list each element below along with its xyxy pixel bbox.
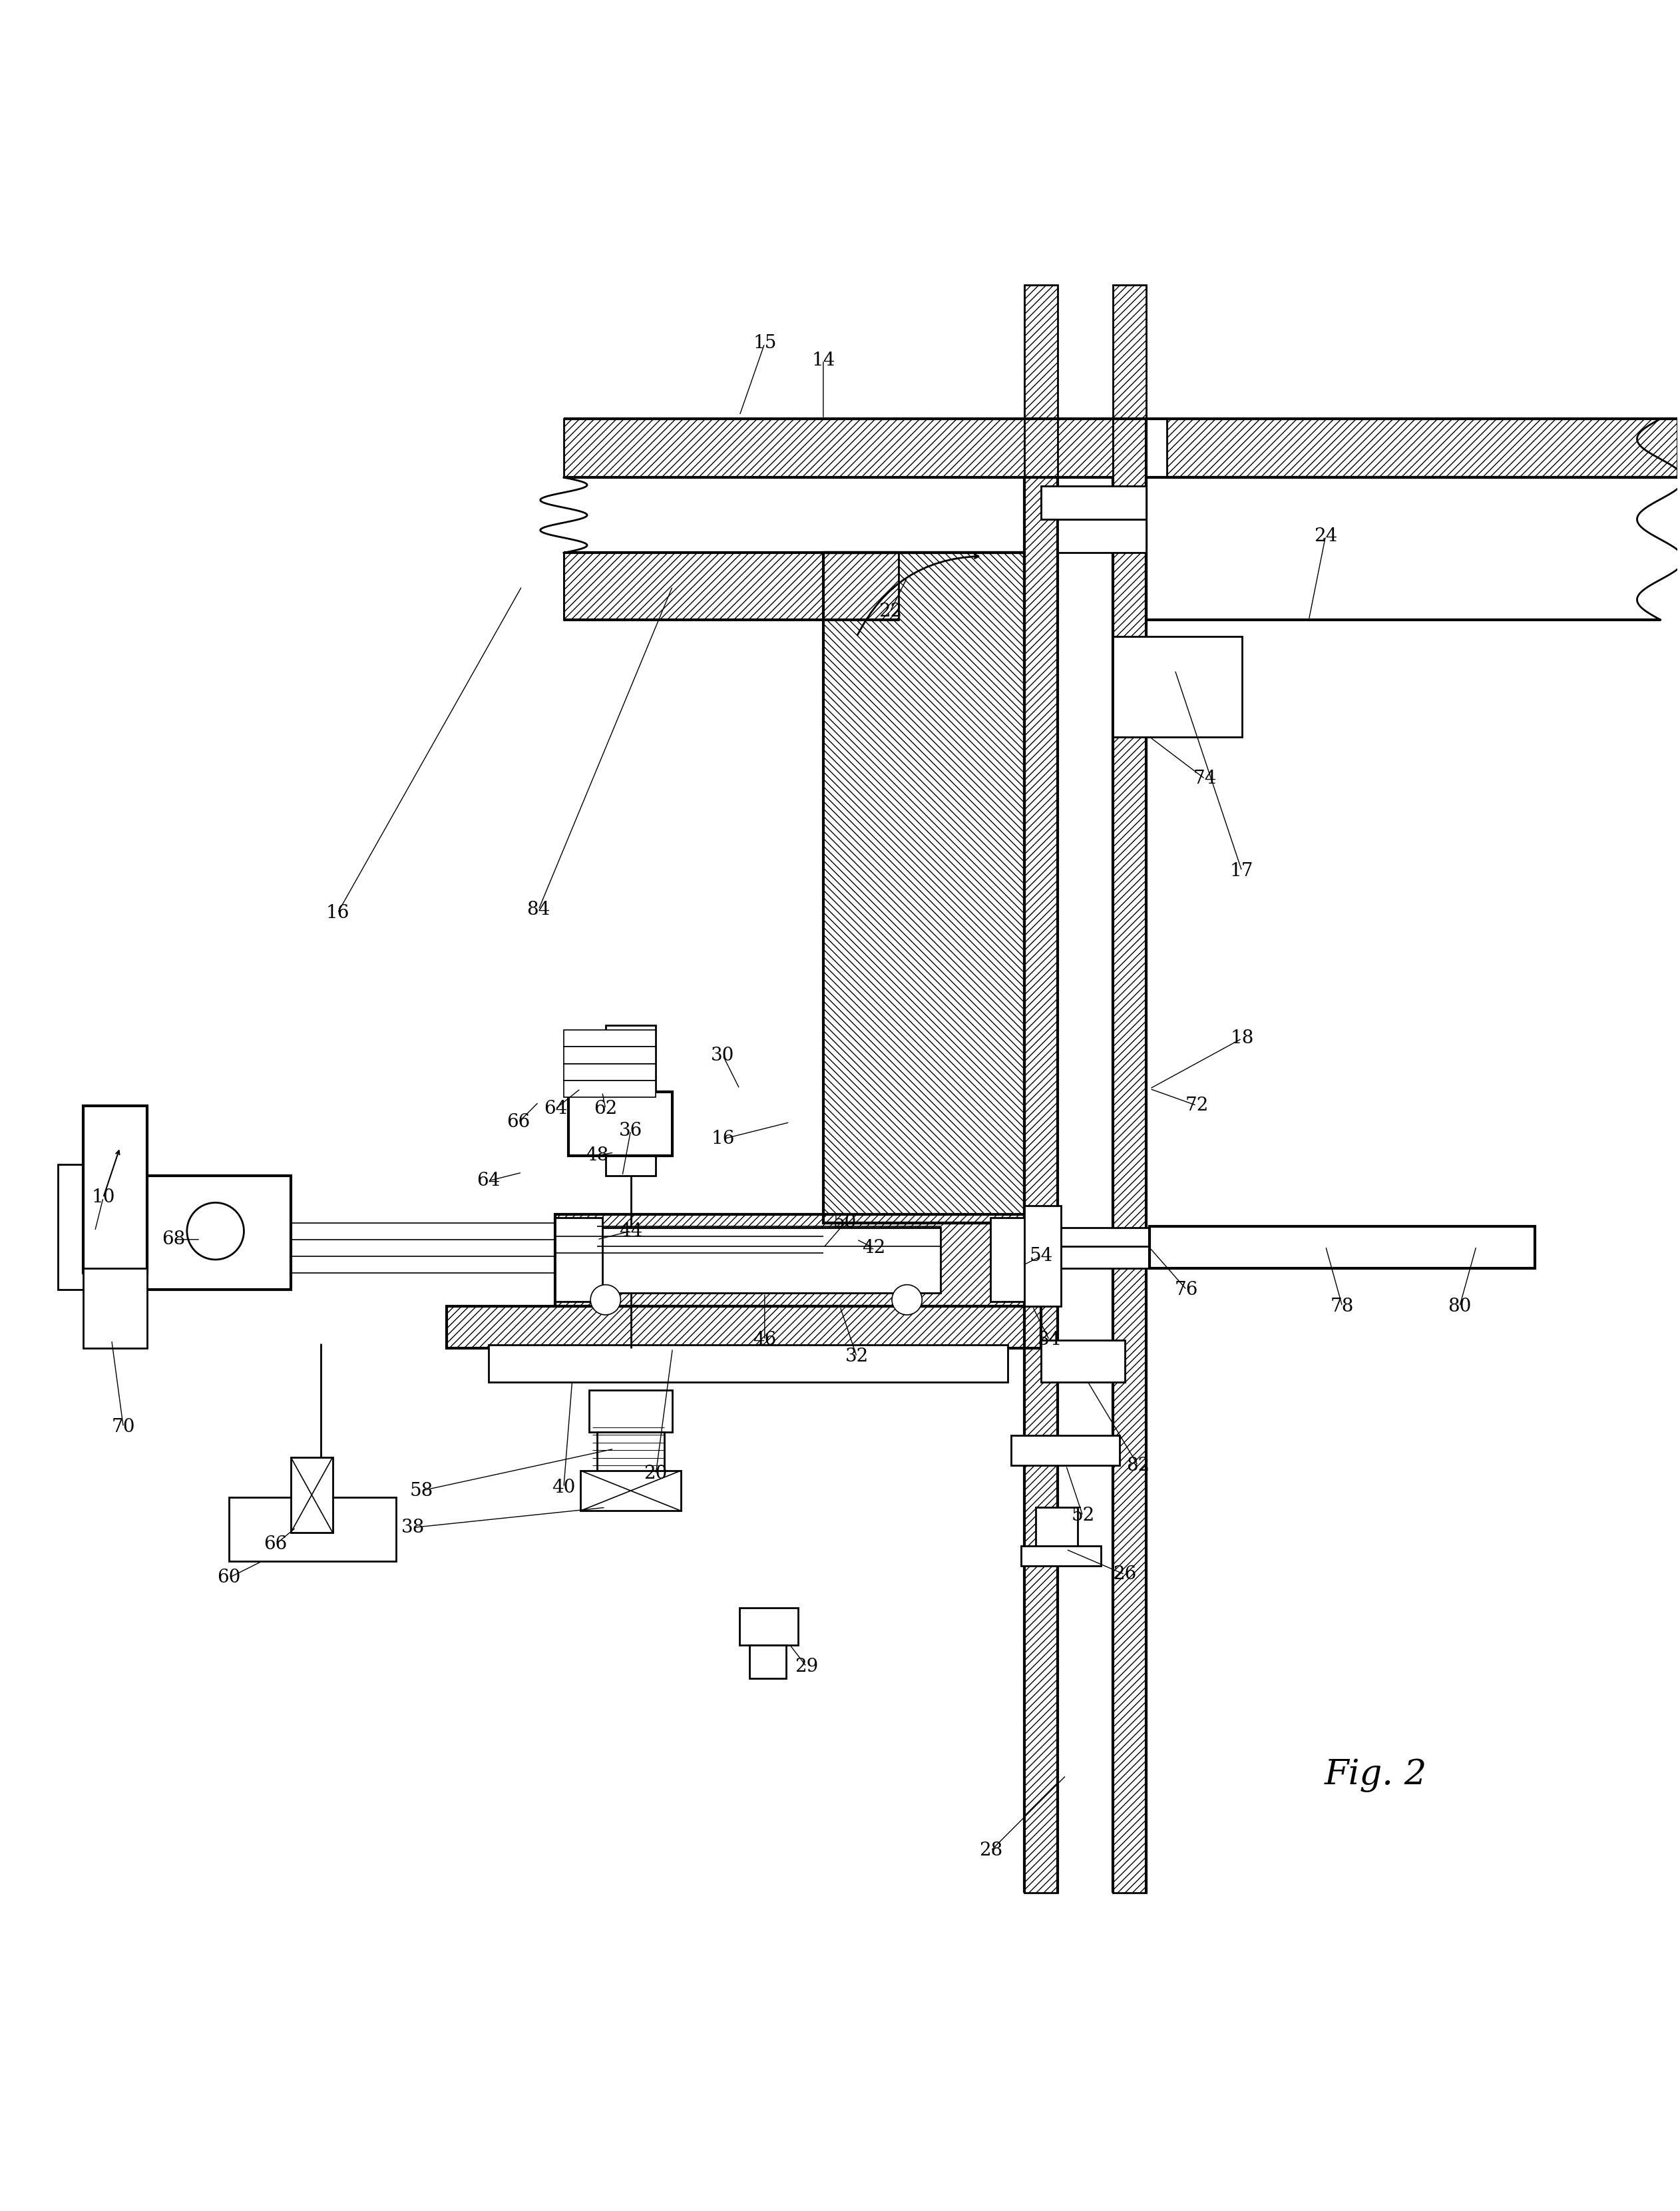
Bar	[570, 1092, 672, 1156]
Bar	[1025, 285, 1058, 1893]
Bar	[1042, 1340, 1124, 1382]
Text: 36: 36	[618, 1121, 642, 1139]
Text: 10: 10	[91, 1190, 114, 1207]
Text: 80: 80	[1448, 1298, 1472, 1316]
Bar	[556, 1218, 601, 1302]
Text: 24: 24	[1314, 526, 1337, 546]
Bar	[1025, 1205, 1062, 1307]
Text: 16: 16	[711, 1130, 734, 1148]
Text: 30: 30	[711, 1046, 734, 1063]
Bar	[588, 1391, 672, 1433]
Text: 40: 40	[553, 1479, 576, 1497]
Bar	[1025, 1227, 1149, 1247]
Text: 50: 50	[833, 1214, 857, 1232]
Bar	[564, 418, 1112, 478]
Circle shape	[590, 1285, 620, 1316]
Bar	[581, 1470, 680, 1510]
Bar	[749, 1645, 786, 1678]
Bar	[1112, 637, 1242, 736]
Text: 76: 76	[1174, 1280, 1198, 1298]
Text: 78: 78	[1331, 1298, 1354, 1316]
Text: 68: 68	[161, 1232, 185, 1249]
Bar	[228, 1497, 396, 1561]
Bar	[564, 1081, 655, 1097]
Bar	[1037, 1508, 1079, 1550]
Bar	[139, 1176, 291, 1289]
Text: 46: 46	[753, 1331, 776, 1349]
Text: 84: 84	[528, 900, 551, 918]
Text: 62: 62	[593, 1099, 617, 1119]
Circle shape	[892, 1285, 922, 1316]
Bar	[1058, 520, 1146, 553]
Bar	[991, 1218, 1028, 1302]
Bar	[291, 1457, 333, 1532]
Text: 17: 17	[1230, 862, 1253, 880]
Bar	[564, 553, 899, 619]
Bar	[1166, 418, 1677, 478]
Bar	[489, 1344, 1008, 1382]
Text: 20: 20	[643, 1466, 667, 1484]
Text: 32: 32	[845, 1349, 869, 1366]
Text: 70: 70	[111, 1417, 134, 1437]
Text: 60: 60	[217, 1570, 240, 1587]
Bar	[823, 553, 1025, 1223]
Text: 16: 16	[326, 904, 349, 922]
Circle shape	[186, 1203, 244, 1260]
Text: 14: 14	[811, 352, 835, 369]
Bar	[564, 1063, 655, 1081]
Bar	[596, 1433, 664, 1475]
Bar	[605, 1026, 655, 1176]
Bar	[82, 1267, 146, 1349]
Text: 82: 82	[1126, 1457, 1149, 1475]
Bar	[1042, 486, 1146, 520]
Bar	[556, 1214, 1025, 1307]
Bar	[1149, 1227, 1536, 1267]
Bar	[1025, 1247, 1149, 1267]
Text: 26: 26	[1112, 1565, 1136, 1583]
Text: 22: 22	[879, 601, 902, 621]
Text: Fig. 2: Fig. 2	[1324, 1758, 1428, 1793]
Text: 44: 44	[618, 1223, 642, 1240]
Text: 64: 64	[477, 1172, 501, 1190]
Text: 66: 66	[264, 1534, 287, 1554]
Bar	[596, 1227, 941, 1293]
Bar	[447, 1307, 1042, 1349]
Bar	[564, 1046, 655, 1063]
Bar	[1112, 285, 1146, 1893]
Bar	[82, 1106, 146, 1274]
Bar	[59, 1165, 84, 1289]
Text: 52: 52	[1072, 1508, 1095, 1526]
Bar	[739, 1607, 798, 1645]
Bar	[1011, 1435, 1119, 1466]
Text: 66: 66	[507, 1114, 531, 1132]
Text: 58: 58	[410, 1481, 433, 1499]
Bar	[564, 1030, 655, 1046]
Bar	[823, 553, 1025, 1223]
Text: 72: 72	[1184, 1097, 1208, 1114]
Text: 38: 38	[402, 1519, 425, 1537]
Text: 18: 18	[1230, 1030, 1253, 1048]
Bar	[1021, 1545, 1100, 1565]
Text: 28: 28	[979, 1842, 1003, 1859]
Bar	[556, 1214, 1025, 1307]
Text: 15: 15	[753, 334, 776, 352]
Text: 64: 64	[544, 1099, 568, 1119]
Text: 48: 48	[585, 1148, 608, 1165]
Text: 54: 54	[1030, 1247, 1053, 1265]
Text: 34: 34	[1038, 1331, 1062, 1349]
Text: 74: 74	[1193, 769, 1216, 787]
Text: 42: 42	[862, 1238, 885, 1256]
Text: 29: 29	[795, 1658, 818, 1676]
Bar	[447, 1307, 1042, 1349]
